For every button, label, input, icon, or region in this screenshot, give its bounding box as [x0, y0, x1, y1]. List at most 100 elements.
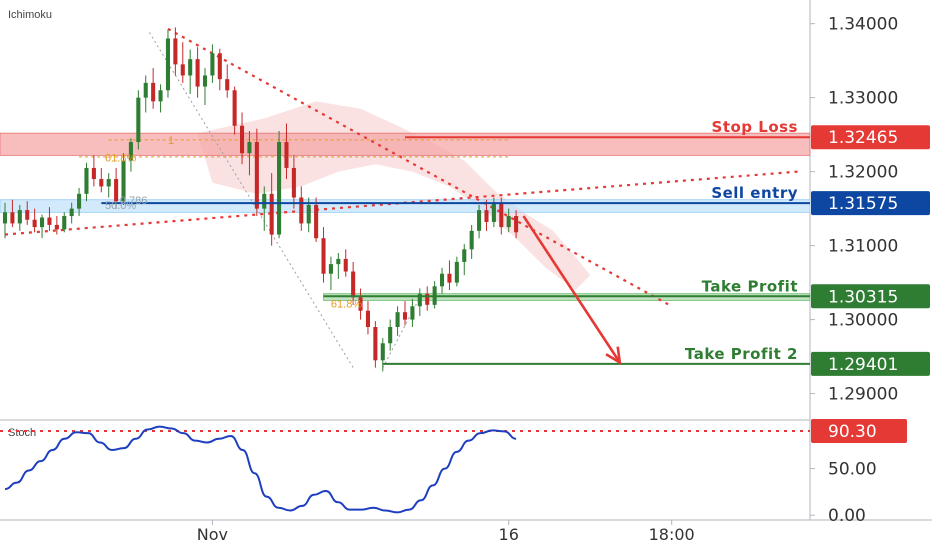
arrow-head	[605, 346, 622, 366]
candle-body	[336, 258, 341, 265]
level-label-stop-loss: Stop Loss	[712, 118, 798, 136]
candle-body	[351, 271, 356, 298]
price-badge-text: 1.32465	[828, 128, 898, 148]
price-tick-label: 1.30000	[828, 311, 898, 331]
stoch-value-badge-bg	[811, 419, 907, 444]
price-tick-label: 1.34000	[828, 15, 898, 35]
candle-body	[32, 219, 37, 228]
price-tick-label: 1.33000	[828, 89, 898, 109]
candle-body	[225, 79, 230, 91]
candle-body	[410, 306, 415, 320]
candle-body	[114, 179, 119, 202]
candle-body	[269, 193, 274, 235]
stoch-tick-label: 50.00	[828, 460, 877, 480]
fib-label: 1	[168, 135, 174, 147]
price-tick-label: 1.31000	[828, 237, 898, 257]
candle-body	[499, 202, 504, 228]
candle-body	[299, 197, 304, 224]
candle-body	[440, 273, 445, 287]
candle-body	[10, 212, 15, 224]
candle-body	[143, 82, 148, 98]
price-badge-bg	[811, 351, 930, 376]
candle-body	[173, 38, 178, 65]
candle-body	[91, 167, 96, 180]
price-badge-bg	[811, 125, 930, 150]
price-badges: 1.32465 1.31575 1.30315 1.29401	[811, 125, 930, 376]
candle-body	[99, 179, 104, 187]
fib-label: 61.8%	[331, 298, 362, 310]
candle-body	[158, 90, 163, 102]
candle-body	[484, 210, 489, 222]
projection-arrow	[522, 215, 622, 366]
level-label-take-profit: Take Profit	[702, 277, 798, 295]
candle-body	[195, 59, 200, 87]
candle-body	[2, 212, 8, 224]
candle-body	[210, 53, 215, 76]
candle-body	[240, 125, 245, 154]
candle-body	[395, 312, 400, 328]
candle-body	[291, 167, 296, 198]
candle-body	[69, 208, 74, 217]
candle-body	[477, 210, 482, 231]
candle-body	[373, 327, 378, 361]
candle-body	[188, 59, 193, 76]
candlestick-series[interactable]	[2, 27, 519, 372]
stochastic-pane: Stoch 50.00 0.00 90.30	[0, 419, 907, 526]
candle-body	[77, 193, 82, 209]
fib-label: 0.786	[120, 195, 148, 207]
candle-body	[321, 238, 326, 274]
candle-body	[462, 249, 467, 262]
price-axis[interactable]: 1.34000 1.33000 1.32000 1.31000 1.30000 1.290…	[810, 15, 898, 405]
arrow-shaft	[522, 215, 621, 364]
candle-body	[365, 310, 370, 328]
fib-label: 50.0%	[105, 200, 136, 212]
price-badge-text: 1.29401	[828, 355, 898, 375]
candle-body	[84, 167, 89, 194]
stoch-tick-label: 0.00	[828, 506, 866, 526]
price-tick-label: 1.29000	[828, 385, 898, 405]
candle-body	[402, 312, 408, 320]
indicator-label: Ichimoku	[8, 9, 52, 21]
candle-body	[217, 53, 222, 80]
stop-zone	[0, 132, 811, 156]
fib-drawing-diagonal	[149, 32, 354, 368]
candle-body	[262, 193, 267, 209]
candle-body	[247, 142, 252, 154]
candle-body	[454, 261, 459, 283]
candle-body	[232, 90, 237, 126]
candle-body	[277, 142, 282, 235]
candle-body	[17, 210, 22, 224]
candle-body	[106, 179, 111, 187]
price-badge-bg	[811, 284, 930, 309]
stoch-value-badge-text: 90.30	[828, 422, 877, 442]
candle-body	[54, 224, 59, 230]
candle-body	[358, 297, 363, 311]
candle-body	[425, 293, 430, 305]
candle-body	[136, 97, 141, 143]
level-label-sell-entry: Sell entry	[711, 184, 798, 202]
candle-body	[417, 293, 422, 307]
trade-levels: Stop Loss Sell entry Take Profit Take Profi…	[101, 118, 810, 365]
candle-body	[328, 264, 333, 274]
candle-body	[62, 216, 67, 230]
candle-body	[254, 142, 259, 209]
candle-body	[40, 217, 45, 228]
level-label-take-profit-2: Take Profit 2	[685, 345, 798, 363]
time-tick-label: 16	[499, 525, 519, 544]
time-axis[interactable]: Nov 16 18:00	[197, 520, 695, 544]
candle-body	[151, 82, 156, 102]
candle-body	[469, 230, 474, 250]
candle-body	[343, 258, 348, 272]
candle-body	[180, 64, 185, 76]
candle-body	[47, 217, 52, 225]
candle-body	[447, 273, 452, 283]
candle-body	[202, 75, 208, 87]
candle-body	[128, 142, 133, 161]
price-badge-text: 1.30315	[828, 287, 898, 307]
stoch-line	[4, 425, 517, 514]
price-badge-bg	[811, 191, 930, 216]
price-tick-label: 1.32000	[828, 163, 898, 183]
